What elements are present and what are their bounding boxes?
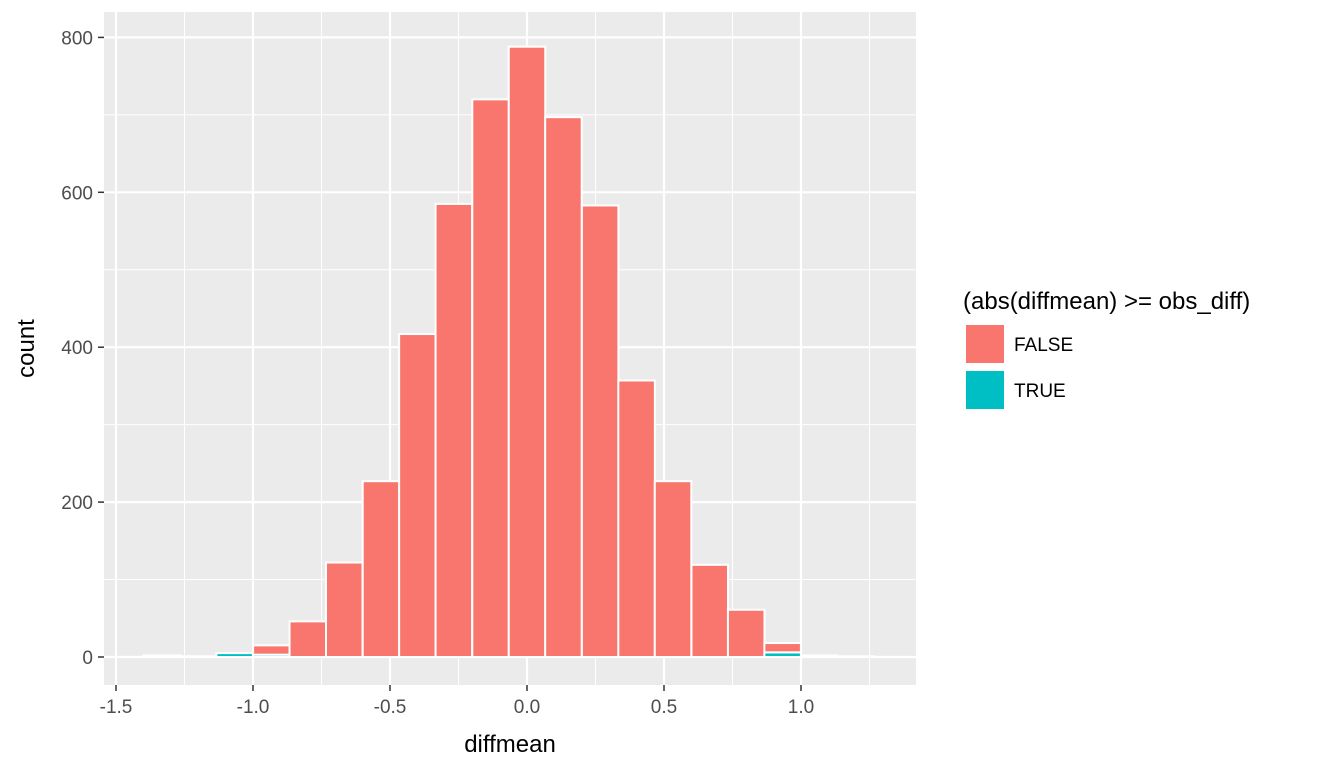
x-tick-label: -1.5 bbox=[100, 697, 133, 718]
y-tick-label: 400 bbox=[61, 338, 93, 359]
bar-false bbox=[617, 379, 656, 658]
legend-title: (abs(diffmean) >= obs_diff) bbox=[963, 288, 1250, 315]
bar-true bbox=[142, 654, 182, 658]
bar-false bbox=[434, 202, 474, 658]
bar-false bbox=[726, 608, 766, 658]
y-axis-title: count bbox=[13, 319, 40, 378]
bar-false bbox=[580, 204, 620, 659]
x-tick-label: -1.0 bbox=[237, 697, 270, 718]
bar-true bbox=[178, 655, 218, 659]
y-axis: 0 200 400 600 800 bbox=[61, 28, 104, 669]
bar-false bbox=[690, 563, 730, 658]
bar-true bbox=[836, 655, 876, 659]
legend: (abs(diffmean) >= obs_diff) FALSE TRUE bbox=[963, 288, 1250, 411]
y-tick-label: 800 bbox=[61, 28, 93, 49]
bar-false bbox=[398, 333, 437, 658]
bar-false bbox=[324, 561, 364, 658]
bar-false bbox=[471, 98, 510, 659]
legend-label-false: FALSE bbox=[1014, 335, 1073, 356]
bar-false bbox=[252, 644, 291, 656]
y-tick-label: 600 bbox=[61, 183, 93, 204]
bar-false bbox=[361, 480, 401, 658]
legend-items: FALSE TRUE bbox=[964, 323, 1073, 411]
bar-false bbox=[288, 620, 328, 658]
legend-key-true bbox=[964, 369, 1006, 411]
x-axis: -1.5 -1.0 -0.5 0.0 0.5 1.0 bbox=[100, 685, 814, 718]
bar-false bbox=[544, 116, 583, 658]
x-axis-title: diffmean bbox=[464, 731, 556, 758]
y-tick-label: 200 bbox=[61, 493, 93, 514]
x-tick-label: 0.0 bbox=[514, 697, 540, 718]
y-tick-label: 0 bbox=[82, 648, 93, 669]
bar-false bbox=[763, 642, 802, 654]
legend-key-false bbox=[964, 323, 1006, 365]
x-tick-label: 1.0 bbox=[788, 697, 814, 718]
x-tick-label: 0.5 bbox=[651, 697, 677, 718]
x-tick-label: -0.5 bbox=[374, 697, 407, 718]
bar-true bbox=[800, 654, 839, 658]
legend-label-true: TRUE bbox=[1014, 381, 1066, 402]
bar-true bbox=[215, 652, 254, 659]
bar-false bbox=[507, 45, 547, 659]
bar-false bbox=[653, 480, 693, 658]
bars bbox=[142, 45, 876, 659]
